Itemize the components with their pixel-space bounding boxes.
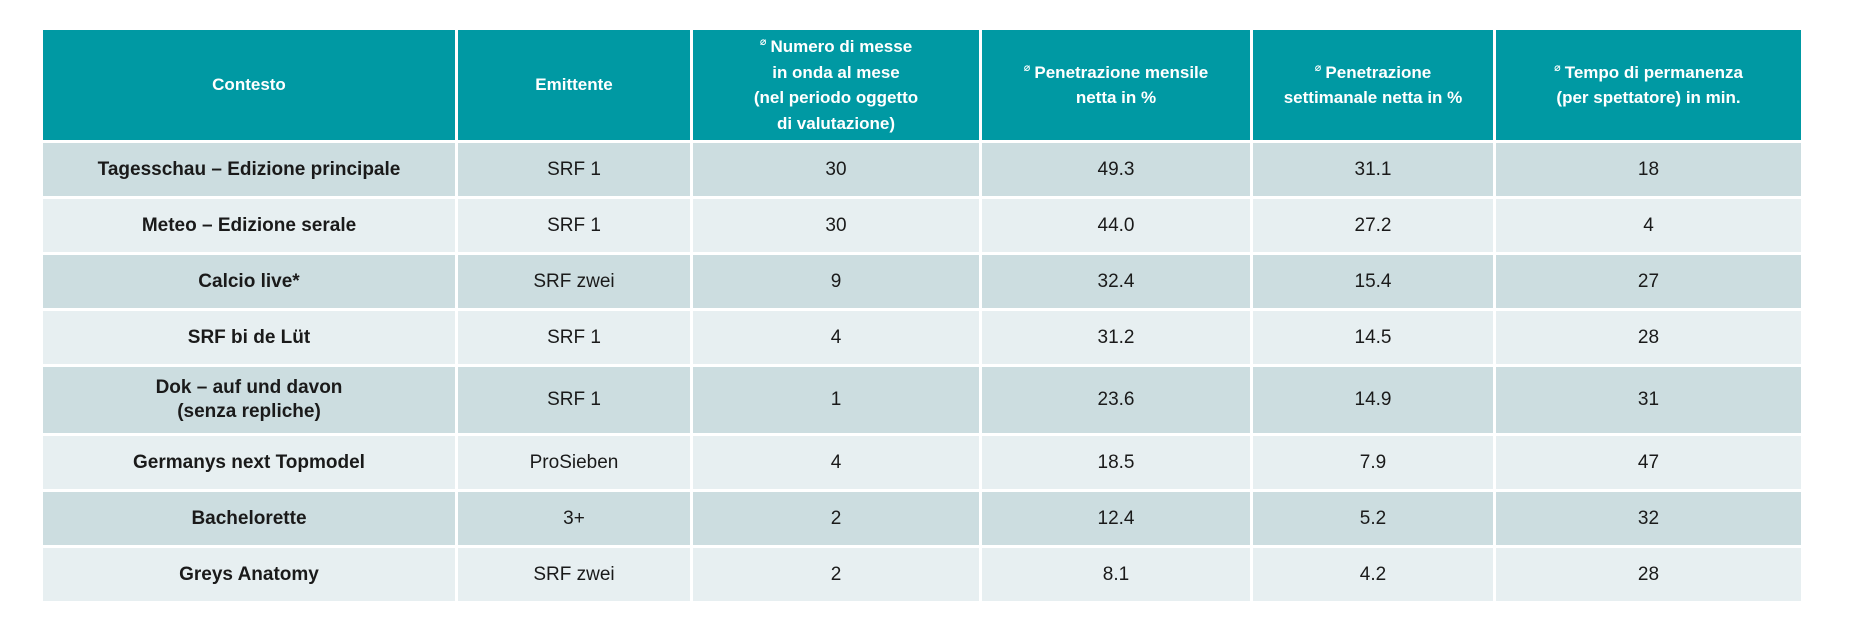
cell-contesto: Bachelorette [43,492,455,545]
cell-numero-messe: 2 [693,548,979,601]
table-row: Calcio live* SRF zwei 9 32.4 15.4 27 [43,255,1801,308]
cell-penetrazione-settimanale: 14.5 [1253,311,1493,364]
cell-penetrazione-settimanale: 15.4 [1253,255,1493,308]
cell-penetrazione-mensile: 8.1 [982,548,1250,601]
table-container: Contesto Emittente ⌀ Numero di messe in o… [40,27,1804,604]
cell-contesto: Calcio live* [43,255,455,308]
cell-contesto: SRF bi de Lüt [43,311,455,364]
column-header-tempo-permanenza: ⌀ Tempo di permanenza (per spettatore) in… [1496,30,1801,140]
cell-contesto: Tagesschau – Edizione principale [43,143,455,196]
column-header-emittente: Emittente [458,30,690,140]
cell-penetrazione-mensile: 49.3 [982,143,1250,196]
column-header-numero-messe: ⌀ Numero di messe in onda al mese (nel pe… [693,30,979,140]
cell-penetrazione-settimanale: 5.2 [1253,492,1493,545]
cell-emittente: SRF 1 [458,143,690,196]
cell-emittente: ProSieben [458,436,690,489]
table-row: Greys Anatomy SRF zwei 2 8.1 4.2 28 [43,548,1801,601]
cell-penetrazione-settimanale: 14.9 [1253,367,1493,433]
column-header-contesto: Contesto [43,30,455,140]
column-header-penetrazione-settimanale: ⌀ Penetrazione settimanale netta in % [1253,30,1493,140]
column-header-label: Penetrazione mensile netta in % [1034,62,1209,108]
average-symbol: ⌀ [1314,60,1322,74]
cell-contesto: Germanys next Topmodel [43,436,455,489]
average-symbol: ⌀ [1023,60,1031,74]
cell-tempo-permanenza: 18 [1496,143,1801,196]
table-header: Contesto Emittente ⌀ Numero di messe in o… [43,30,1801,140]
cell-numero-messe: 9 [693,255,979,308]
cell-penetrazione-mensile: 18.5 [982,436,1250,489]
table-row: Tagesschau – Edizione principale SRF 1 3… [43,143,1801,196]
table-body: Tagesschau – Edizione principale SRF 1 3… [43,143,1801,601]
cell-tempo-permanenza: 31 [1496,367,1801,433]
cell-penetrazione-settimanale: 4.2 [1253,548,1493,601]
cell-emittente: SRF 1 [458,367,690,433]
cell-penetrazione-mensile: 44.0 [982,199,1250,252]
table-row: Dok – auf und davon (senza repliche) SRF… [43,367,1801,433]
cell-numero-messe: 1 [693,367,979,433]
cell-tempo-permanenza: 28 [1496,311,1801,364]
cell-penetrazione-settimanale: 31.1 [1253,143,1493,196]
cell-emittente: SRF zwei [458,255,690,308]
column-header-label: Penetrazione settimanale netta in % [1283,62,1463,108]
cell-tempo-permanenza: 32 [1496,492,1801,545]
header-row: Contesto Emittente ⌀ Numero di messe in o… [43,30,1801,140]
cell-penetrazione-mensile: 23.6 [982,367,1250,433]
cell-contesto: Meteo – Edizione serale [43,199,455,252]
table-row: SRF bi de Lüt SRF 1 4 31.2 14.5 28 [43,311,1801,364]
cell-tempo-permanenza: 28 [1496,548,1801,601]
column-header-label: Emittente [535,75,613,95]
column-header-label: Numero di messe in onda al mese (nel per… [753,37,919,133]
cell-numero-messe: 30 [693,143,979,196]
cell-emittente: SRF 1 [458,311,690,364]
cell-penetrazione-settimanale: 7.9 [1253,436,1493,489]
cell-penetrazione-mensile: 32.4 [982,255,1250,308]
average-symbol: ⌀ [759,35,767,49]
cell-numero-messe: 2 [693,492,979,545]
cell-penetrazione-mensile: 31.2 [982,311,1250,364]
tv-programs-table: Contesto Emittente ⌀ Numero di messe in o… [40,27,1804,604]
cell-numero-messe: 4 [693,311,979,364]
table-row: Meteo – Edizione serale SRF 1 30 44.0 27… [43,199,1801,252]
cell-numero-messe: 4 [693,436,979,489]
column-header-penetrazione-mensile: ⌀ Penetrazione mensile netta in % [982,30,1250,140]
cell-tempo-permanenza: 47 [1496,436,1801,489]
table-row: Bachelorette 3+ 2 12.4 5.2 32 [43,492,1801,545]
cell-contesto: Dok – auf und davon (senza repliche) [43,367,455,433]
cell-emittente: 3+ [458,492,690,545]
cell-tempo-permanenza: 27 [1496,255,1801,308]
cell-penetrazione-mensile: 12.4 [982,492,1250,545]
cell-contesto: Greys Anatomy [43,548,455,601]
cell-emittente: SRF 1 [458,199,690,252]
cell-numero-messe: 30 [693,199,979,252]
cell-emittente: SRF zwei [458,548,690,601]
table-row: Germanys next Topmodel ProSieben 4 18.5 … [43,436,1801,489]
column-header-label: Contesto [212,75,286,95]
cell-penetrazione-settimanale: 27.2 [1253,199,1493,252]
column-header-label: Tempo di permanenza (per spettatore) in … [1556,62,1743,108]
average-symbol: ⌀ [1554,60,1561,74]
cell-tempo-permanenza: 4 [1496,199,1801,252]
